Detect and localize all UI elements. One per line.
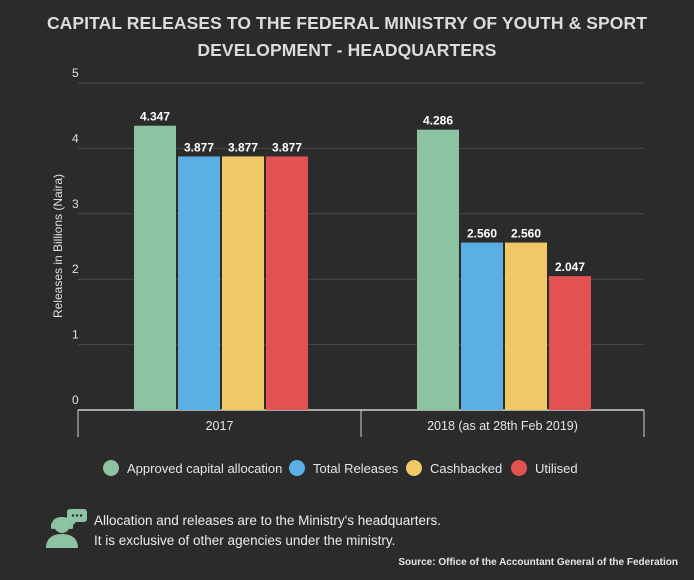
chart-title-line2: DEVELOPMENT - HEADQUARTERS (197, 40, 497, 60)
bar-chart: 0 1 2 3 4 5 Releases in Billions (Naira) 4.347 3… (51, 66, 645, 437)
note-line1: Allocation and releases are to the Minis… (94, 513, 442, 528)
y-tick-label: 3 (72, 197, 79, 211)
legend-label-approved: Approved capital allocation (127, 460, 283, 476)
y-tick-label: 4 (72, 131, 79, 145)
bar-value-label: 4.286 (423, 114, 453, 128)
note-line2: It is exclusive of other agencies under … (94, 533, 396, 548)
bar (134, 125, 176, 410)
x-tick-label: 2017 (206, 419, 234, 433)
bar (549, 276, 591, 410)
source-credit: Source: Office of the Accountant General… (398, 557, 678, 568)
legend-item-total-releases: Total Releases (289, 460, 398, 476)
chart-legend: Approved capital allocation Total Releas… (100, 460, 600, 480)
chart-title-line1: CAPITAL RELEASES TO THE FEDERAL MINISTRY… (46, 13, 648, 33)
chart-note: Allocation and releases are to the Minis… (94, 511, 441, 551)
bar (222, 156, 264, 410)
y-tick-label: 5 (72, 66, 79, 80)
legend-item-utilised: Utilised (511, 460, 578, 476)
bar (417, 129, 459, 410)
legend-label-utilised: Utilised (535, 460, 578, 476)
bar (266, 156, 308, 410)
legend-label-total-releases: Total Releases (313, 460, 399, 476)
bar-value-label: 3.877 (184, 140, 214, 154)
bar-value-label: 4.347 (140, 110, 170, 124)
y-tick-label: 2 (72, 262, 79, 276)
bar-value-label: 3.877 (272, 140, 302, 154)
y-tick-label: 0 (72, 393, 79, 407)
bar (505, 242, 547, 410)
bar (178, 156, 220, 410)
bar-value-label: 2.560 (467, 227, 497, 241)
legend-swatch-cashbacked (406, 460, 422, 476)
legend-swatch-approved (103, 460, 119, 476)
x-tick-label: 2018 (as at 28th Feb 2019) (427, 419, 578, 433)
legend-swatch-utilised (511, 460, 527, 476)
y-axis-label: Releases in Billions (Naira) (51, 174, 65, 318)
legend-item-cashbacked: Cashbacked (406, 460, 502, 476)
legend-item-approved: Approved capital allocation (103, 460, 282, 476)
person-speech-icon (46, 509, 87, 548)
legend-label-cashbacked: Cashbacked (430, 460, 503, 476)
bar (461, 242, 503, 410)
bar-value-label: 2.047 (555, 260, 585, 274)
legend-swatch-total-releases (289, 460, 305, 476)
chart-title: CAPITAL RELEASES TO THE FEDERAL MINISTRY… (0, 10, 694, 64)
bar-value-label: 2.560 (511, 227, 541, 241)
y-tick-label: 1 (72, 328, 79, 342)
bar-value-label: 3.877 (228, 140, 258, 154)
